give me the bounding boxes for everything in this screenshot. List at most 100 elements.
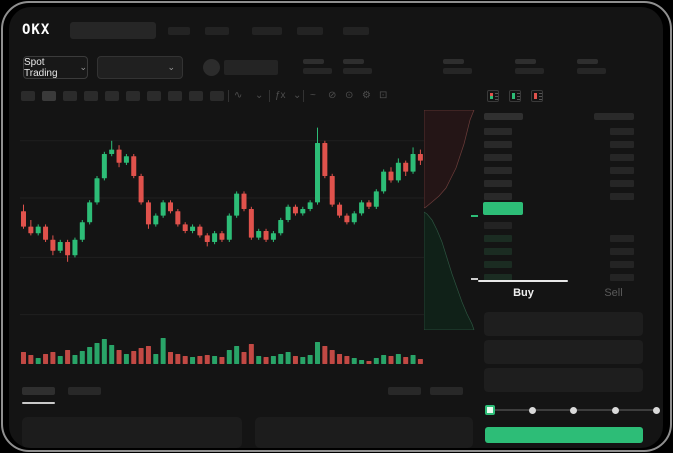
ask-amount-cell	[610, 180, 634, 187]
orderbook-price-header	[484, 113, 523, 120]
book-buy-view-icon[interactable]	[509, 90, 521, 102]
stat-value	[343, 68, 372, 74]
nav-item[interactable]	[343, 27, 369, 35]
bid-price-cell[interactable]	[484, 274, 512, 281]
active-tab-indicator	[478, 280, 568, 282]
nav-item[interactable]	[168, 27, 190, 35]
volume-chart	[20, 336, 424, 364]
slider-stop[interactable]	[528, 407, 536, 414]
stat-value	[443, 68, 472, 74]
timeframe-button[interactable]	[147, 91, 161, 101]
search-input[interactable]	[70, 22, 156, 39]
stat-label	[515, 59, 536, 64]
bid-amount-cell	[610, 274, 634, 281]
chevron-down-icon: ⌄	[79, 62, 87, 72]
bid-amount-cell	[610, 248, 634, 255]
toolbar-divider	[228, 90, 229, 102]
candle-type-icon[interactable]: ∿	[234, 90, 243, 101]
ask-price-cell[interactable]	[484, 141, 512, 148]
bid-amount-cell	[610, 261, 634, 268]
price-input[interactable]	[484, 312, 643, 336]
timeframe-button[interactable]	[105, 91, 119, 101]
buy-submit-button[interactable]	[485, 427, 643, 443]
nav-item[interactable]	[205, 27, 229, 35]
ask-price-cell[interactable]	[484, 180, 512, 187]
line-tool-icon[interactable]: ~	[310, 90, 316, 101]
timeframe-button[interactable]	[21, 91, 35, 101]
book-sell-view-icon[interactable]	[531, 90, 543, 102]
bid-price-cell[interactable]	[484, 261, 512, 268]
total-input[interactable]	[484, 368, 643, 392]
stat-value	[303, 68, 332, 74]
ask-amount-cell	[610, 128, 634, 135]
pair-name-placeholder	[224, 60, 278, 75]
timeframe-button[interactable]	[210, 91, 224, 101]
slider-stop[interactable]	[611, 407, 619, 414]
ask-price-cell[interactable]	[484, 167, 512, 174]
last-price-badge[interactable]	[483, 202, 523, 215]
slider-stop[interactable]	[653, 407, 660, 414]
timeframe-button[interactable]	[168, 91, 182, 101]
stat-value	[577, 68, 606, 74]
app-screen: OKX Spot Trading ⌄ ⌄ ∿ ⌄ ƒx ⌄ ~ ⊘ ⊙ ⚙ ⊡	[9, 7, 663, 448]
okx-logo[interactable]: OKX	[22, 22, 51, 38]
pair-selector-dropdown[interactable]: ⌄	[97, 56, 183, 79]
ask-price-cell[interactable]	[484, 193, 512, 200]
indicators-icon[interactable]: ƒx	[275, 90, 286, 101]
slider-handle[interactable]	[485, 405, 495, 415]
bottom-tab-order-history[interactable]	[68, 387, 101, 395]
timeframe-button[interactable]	[84, 91, 98, 101]
depth-profile	[423, 109, 478, 331]
stat-value	[515, 68, 544, 74]
coin-avatar	[203, 59, 220, 76]
fullscreen-icon[interactable]: ⊡	[379, 90, 388, 101]
orders-table-panel	[22, 417, 242, 448]
bottom-action-placeholder[interactable]	[430, 387, 463, 395]
slider-stop[interactable]	[570, 407, 577, 414]
bottom-tab-open-orders[interactable]	[22, 387, 55, 395]
market-type-label: Spot Trading	[24, 56, 58, 79]
bid-amount-cell	[610, 235, 634, 242]
bid-price-cell[interactable]	[484, 235, 512, 242]
candlestick-chart[interactable]	[20, 110, 424, 330]
ask-price-cell[interactable]	[484, 154, 512, 161]
bid-price-cell[interactable]	[484, 222, 512, 229]
amount-input[interactable]	[484, 340, 643, 364]
compare-icon[interactable]: ⊘	[328, 90, 337, 101]
bottom-active-tab-underline	[22, 402, 55, 404]
timeframe-button[interactable]	[126, 91, 140, 101]
timeframe-button[interactable]	[63, 91, 77, 101]
ask-amount-cell	[610, 141, 634, 148]
bid-price-cell[interactable]	[484, 248, 512, 255]
stat-label	[343, 59, 364, 64]
icon-color-bar	[512, 93, 515, 99]
settings-gear-icon[interactable]: ⚙	[362, 90, 371, 101]
orders-detail-panel	[255, 417, 473, 448]
timeframe-button[interactable]	[42, 91, 56, 101]
camera-icon[interactable]: ⊙	[345, 90, 354, 101]
tab-sell[interactable]: Sell	[604, 287, 623, 299]
toolbar-divider	[269, 90, 270, 102]
chevron-down-icon: ⌄	[167, 62, 175, 72]
stat-label	[443, 59, 464, 64]
ask-price-cell[interactable]	[484, 128, 512, 135]
tab-buy[interactable]: Buy	[513, 287, 534, 299]
icon-color-bar	[490, 93, 493, 99]
ask-amount-cell	[610, 167, 634, 174]
ask-amount-cell	[610, 193, 634, 200]
candle-type-dropdown-icon[interactable]: ⌄	[255, 90, 264, 101]
icon-lines	[539, 93, 542, 100]
bottom-action-placeholder[interactable]	[388, 387, 421, 395]
stat-label	[303, 59, 324, 64]
indicators-dropdown-icon[interactable]: ⌄	[293, 90, 302, 101]
market-type-dropdown[interactable]: Spot Trading ⌄	[23, 56, 88, 79]
icon-color-bar	[534, 93, 537, 99]
stat-label	[577, 59, 598, 64]
nav-item[interactable]	[252, 27, 282, 35]
icon-lines	[517, 93, 520, 100]
book-default-view-icon[interactable]	[487, 90, 499, 102]
nav-item[interactable]	[297, 27, 323, 35]
timeframe-button[interactable]	[189, 91, 203, 101]
ask-amount-cell	[610, 154, 634, 161]
